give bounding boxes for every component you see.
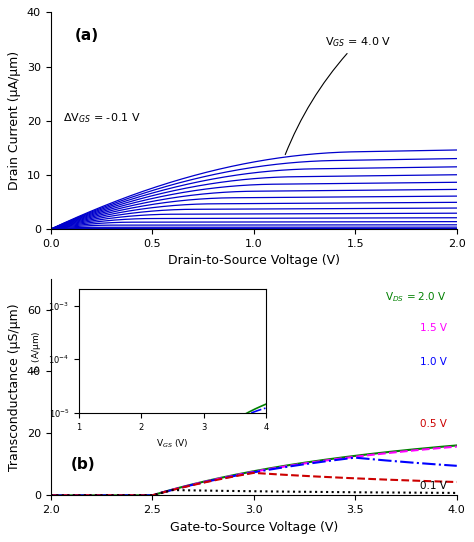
Text: V$_{GS}$ = 4.0 V: V$_{GS}$ = 4.0 V [285, 35, 391, 154]
Text: 1.5 V: 1.5 V [419, 323, 447, 333]
Y-axis label: Drain Current (μA/μm): Drain Current (μA/μm) [9, 51, 21, 190]
Text: (b): (b) [71, 457, 96, 473]
Text: 0.5 V: 0.5 V [420, 419, 447, 429]
X-axis label: Drain-to-Source Voltage (V): Drain-to-Source Voltage (V) [168, 254, 340, 267]
Text: V$_{DS}$ = 2.0 V: V$_{DS}$ = 2.0 V [385, 291, 447, 304]
Text: ΔV$_{GS}$ = -0.1 V: ΔV$_{GS}$ = -0.1 V [63, 111, 141, 125]
X-axis label: Gate-to-Source Voltage (V): Gate-to-Source Voltage (V) [170, 521, 338, 534]
Text: 1.0 V: 1.0 V [420, 357, 447, 367]
Text: (a): (a) [75, 28, 99, 42]
Y-axis label: Transconductance (μS/μm): Transconductance (μS/μm) [9, 303, 21, 471]
Text: 0.1 V: 0.1 V [420, 481, 447, 491]
